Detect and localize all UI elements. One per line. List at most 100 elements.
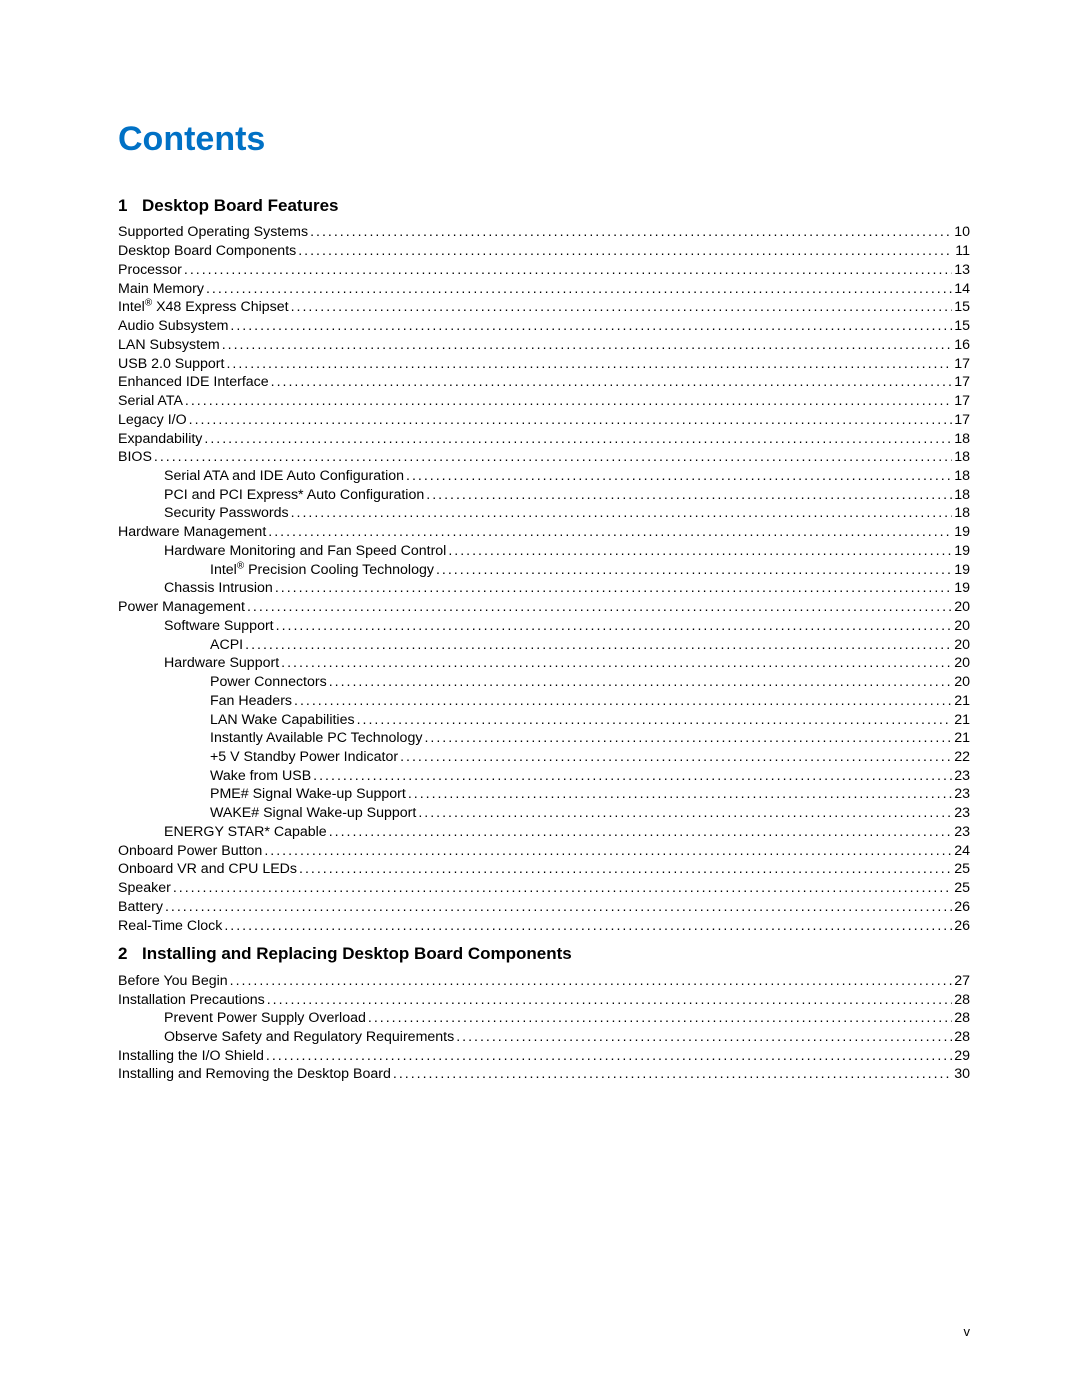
toc-label: PCI and PCI Express* Auto Configuration (164, 486, 424, 505)
toc-page-number: 20 (954, 617, 970, 636)
toc-label: ACPI (210, 636, 243, 655)
toc-page-number: 25 (954, 879, 970, 898)
toc-label: Chassis Intrusion (164, 579, 273, 598)
toc-label: Audio Subsystem (118, 317, 228, 336)
toc-page-number: 18 (954, 486, 970, 505)
toc-entry: Supported Operating Systems10 (118, 223, 970, 242)
toc-entry: Observe Safety and Regulatory Requiremen… (118, 1028, 970, 1047)
toc-page-number: 18 (954, 448, 970, 467)
toc-page-number: 24 (954, 842, 970, 861)
toc-leader-dots (264, 842, 952, 861)
toc-entry: Speaker25 (118, 879, 970, 898)
toc-label: Supported Operating Systems (118, 223, 308, 242)
toc-entry: Legacy I/O17 (118, 411, 970, 430)
toc-leader-dots (368, 1009, 952, 1028)
toc-leader-dots (436, 561, 952, 580)
toc-label: Legacy I/O (118, 411, 187, 430)
toc-entry: Main Memory 14 (118, 280, 970, 299)
toc-page-number: 15 (954, 298, 970, 317)
toc-leader-dots (329, 823, 953, 842)
toc-page-number: 28 (954, 1009, 970, 1028)
toc-page-number: 20 (954, 636, 970, 655)
toc-page-number: 19 (954, 523, 970, 542)
toc-leader-dots (426, 486, 952, 505)
toc-label: Hardware Monitoring and Fan Speed Contro… (164, 542, 446, 561)
toc-leader-dots (275, 579, 952, 598)
toc-entry: Processor13 (118, 261, 970, 280)
toc-page-number: 16 (954, 336, 970, 355)
toc-page-number: 21 (954, 729, 970, 748)
toc-label: Main Memory (118, 280, 204, 299)
toc-leader-dots (173, 879, 952, 898)
toc-label: Expandability (118, 430, 202, 449)
toc-label: PME# Signal Wake-up Support (210, 785, 406, 804)
section-heading: 2Installing and Replacing Desktop Board … (118, 943, 970, 965)
toc-leader-dots (310, 223, 952, 242)
toc-page-number: 21 (954, 711, 970, 730)
toc-leader-dots (230, 972, 953, 991)
toc-leader-dots (267, 991, 953, 1010)
toc-label: Installing and Removing the Desktop Boar… (118, 1065, 391, 1084)
toc-entry: Software Support20 (118, 617, 970, 636)
toc-label: LAN Subsystem (118, 336, 220, 355)
toc-leader-dots (294, 692, 952, 711)
toc-entry: Chassis Intrusion19 (118, 579, 970, 598)
document-page: Contents 1Desktop Board FeaturesSupporte… (0, 0, 1080, 1397)
section-heading: 1Desktop Board Features (118, 195, 970, 217)
toc-entry: +5 V Standby Power Indicator 22 (118, 748, 970, 767)
toc-leader-dots (291, 504, 953, 523)
toc-page-number: 21 (954, 692, 970, 711)
toc-label: USB 2.0 Support (118, 355, 224, 374)
toc-page-number: 19 (954, 542, 970, 561)
toc-label: BIOS (118, 448, 152, 467)
toc-page-number: 14 (954, 280, 970, 299)
toc-page-number: 30 (954, 1065, 970, 1084)
toc-entry: Installation Precautions28 (118, 991, 970, 1010)
toc-entry: Battery26 (118, 898, 970, 917)
toc-entry: PME# Signal Wake-up Support23 (118, 785, 970, 804)
section-number: 2 (118, 943, 142, 965)
toc-entry: Power Management20 (118, 598, 970, 617)
toc-leader-dots (154, 448, 952, 467)
toc-page-number: 13 (954, 261, 970, 280)
toc-label: Serial ATA and IDE Auto Configuration (164, 467, 404, 486)
toc-leader-dots (424, 729, 952, 748)
toc-page-number: 29 (954, 1047, 970, 1066)
toc-leader-dots (224, 917, 952, 936)
toc-entry: Installing the I/O Shield29 (118, 1047, 970, 1066)
toc-label: +5 V Standby Power Indicator (210, 748, 398, 767)
toc-page-number: 20 (954, 654, 970, 673)
toc-label: Desktop Board Components (118, 242, 296, 261)
toc-label: Wake from USB (210, 767, 311, 786)
toc-entry: Before You Begin27 (118, 972, 970, 991)
toc-leader-dots (456, 1028, 952, 1047)
toc-page-number: 22 (954, 748, 970, 767)
toc-entry: Intel® X48 Express Chipset 15 (118, 298, 970, 317)
toc-entry: Wake from USB23 (118, 767, 970, 786)
toc-leader-dots (276, 617, 953, 636)
toc-page-number: 18 (954, 467, 970, 486)
toc-leader-dots (291, 298, 953, 317)
toc-leader-dots (204, 430, 952, 449)
toc-entry: Hardware Monitoring and Fan Speed Contro… (118, 542, 970, 561)
toc-page-number: 20 (954, 598, 970, 617)
toc-leader-dots (408, 785, 952, 804)
toc-entry: Real-Time Clock26 (118, 917, 970, 936)
toc-leader-dots (185, 392, 952, 411)
toc-label: Intel® Precision Cooling Technology (210, 561, 434, 580)
toc-entry: Fan Headers21 (118, 692, 970, 711)
toc-entry: Serial ATA17 (118, 392, 970, 411)
toc-page-number: 20 (954, 673, 970, 692)
toc-leader-dots (400, 748, 952, 767)
toc-page-number: 18 (954, 430, 970, 449)
toc-leader-dots (271, 373, 953, 392)
toc-page-number: 23 (954, 823, 970, 842)
toc-entry: PCI and PCI Express* Auto Configuration 1… (118, 486, 970, 505)
toc-entry: Hardware Management19 (118, 523, 970, 542)
toc-label: Onboard Power Button (118, 842, 262, 861)
toc-entry: ACPI 20 (118, 636, 970, 655)
toc-entry: Audio Subsystem15 (118, 317, 970, 336)
toc-entry: Hardware Support20 (118, 654, 970, 673)
toc-entry: Installing and Removing the Desktop Boar… (118, 1065, 970, 1084)
toc-label: Intel® X48 Express Chipset (118, 298, 289, 317)
